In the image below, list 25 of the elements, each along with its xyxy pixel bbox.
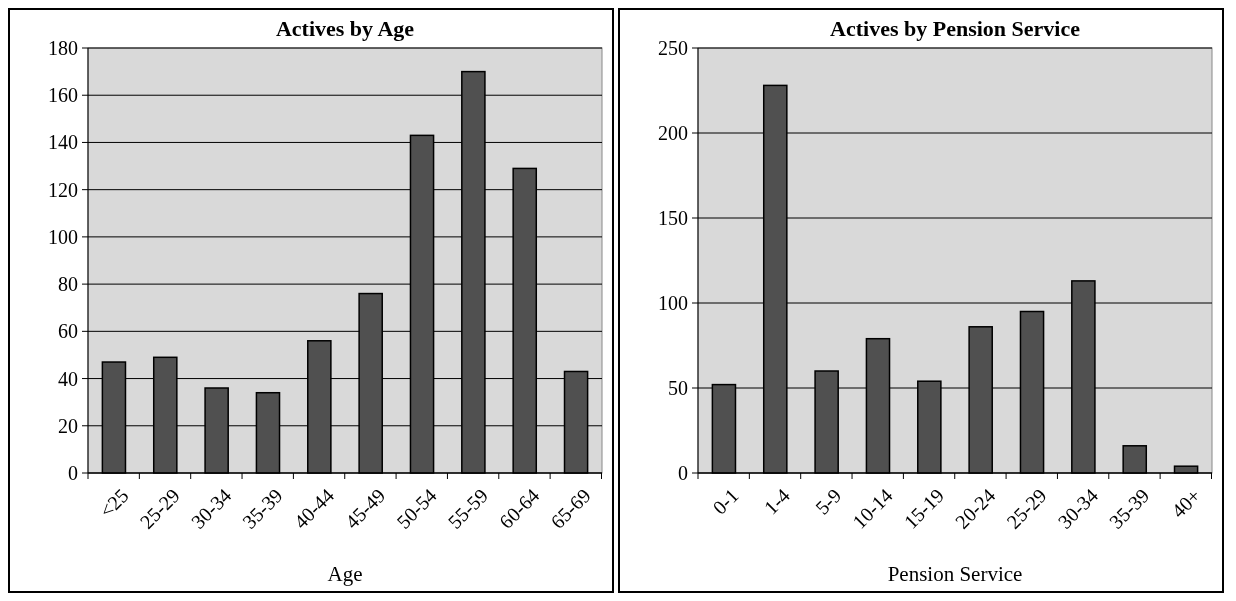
y-tick-label: 200 [658, 122, 688, 144]
x-axis-title: Pension Service [887, 562, 1023, 586]
x-tick-label: 5-9 [810, 484, 846, 519]
chart-title: Actives by Age [275, 16, 415, 41]
y-tick-label: 0 [678, 462, 688, 484]
x-tick-label: 1-4 [759, 484, 795, 519]
x-tick-label: <25 [94, 484, 133, 522]
y-tick-label: 140 [48, 131, 78, 154]
y-tick-label: 250 [658, 37, 688, 59]
y-tick-label: 150 [658, 207, 688, 229]
y-tick-label: 40 [58, 367, 78, 390]
y-tick-label: 20 [58, 414, 78, 437]
x-tick-label: 0-1 [708, 484, 743, 519]
y-tick-label: 100 [658, 292, 688, 314]
y-tick-label: 160 [48, 84, 78, 107]
y-tick-label: 100 [48, 225, 78, 248]
y-tick-label: 50 [668, 377, 688, 399]
x-tick-label: 40+ [1167, 484, 1205, 522]
y-tick-label: 120 [48, 178, 78, 201]
y-tick-label: 180 [48, 37, 78, 59]
x-axis-title: Age [327, 562, 363, 586]
y-tick-label: 80 [58, 273, 78, 296]
y-tick-label: 60 [58, 320, 78, 343]
y-tick-label: 0 [68, 462, 78, 484]
chart-title: Actives by Pension Service [830, 16, 1081, 41]
